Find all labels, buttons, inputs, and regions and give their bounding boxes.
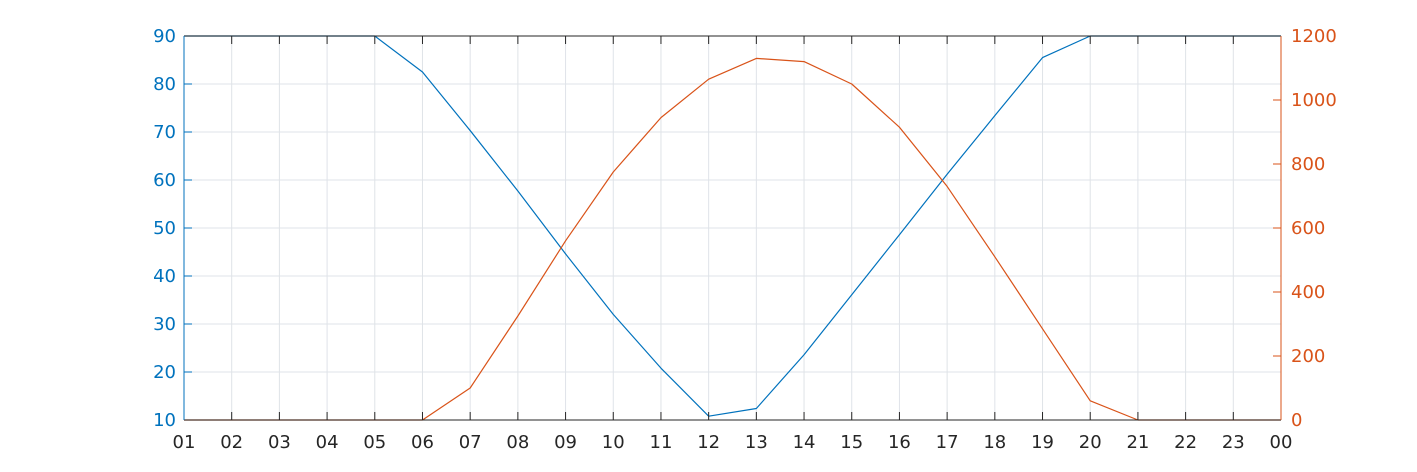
right-y-tick-label: 600: [1291, 218, 1325, 239]
right-y-tick-label: 1200: [1291, 26, 1337, 47]
left-y-tick-label: 60: [153, 170, 176, 191]
left-y-tick-label: 50: [153, 218, 176, 239]
x-tick-label: 14: [793, 432, 816, 453]
right-y-tick-label: 200: [1291, 346, 1325, 367]
x-tick-label: 02: [220, 432, 243, 453]
x-tick-label: 12: [697, 432, 720, 453]
x-tick-label: 15: [840, 432, 863, 453]
grid: [184, 36, 1281, 420]
left-y-tick-label: 80: [153, 74, 176, 95]
x-tick-label: 04: [316, 432, 339, 453]
x-tick-label: 05: [363, 432, 386, 453]
left-y-tick-label: 70: [153, 122, 176, 143]
x-tick-label: 23: [1222, 432, 1245, 453]
axes: [183, 35, 1282, 421]
left-y-tick-label: 40: [153, 266, 176, 287]
x-tick-label: 16: [888, 432, 911, 453]
left-y-tick-label: 90: [153, 26, 176, 47]
x-tick-label: 06: [411, 432, 434, 453]
right-y-tick-label: 0: [1291, 410, 1302, 431]
right-axis-series-line: [184, 57, 1281, 421]
x-tick-label: 17: [936, 432, 959, 453]
right-y-tick-label: 1000: [1291, 90, 1337, 111]
x-tick-label: 08: [506, 432, 529, 453]
x-tick-label: 09: [554, 432, 577, 453]
x-tick-label: 18: [983, 432, 1006, 453]
x-tick-label: 00: [1270, 432, 1293, 453]
x-tick-label: 10: [602, 432, 625, 453]
tick-labels: 01 02 03 04 05 06 07 08 09 10 11 12 13 14 15 16 17 18 19 20…: [153, 26, 1337, 453]
x-tick-label: 22: [1174, 432, 1197, 453]
left-y-tick-label: 30: [153, 314, 176, 335]
x-tick-label: 03: [268, 432, 291, 453]
x-tick-label: 01: [173, 432, 196, 453]
right-y-tick-label: 800: [1291, 154, 1325, 175]
x-tick-label: 19: [1031, 432, 1054, 453]
x-tick-label: 11: [650, 432, 673, 453]
x-tick-label: 21: [1126, 432, 1149, 453]
x-tick-label: 13: [745, 432, 768, 453]
left-y-tick-label: 20: [153, 362, 176, 383]
right-y-tick-label: 400: [1291, 282, 1325, 303]
left-y-tick-label: 10: [153, 410, 176, 431]
x-tick-label: 07: [459, 432, 482, 453]
left-axis-series-line: [184, 35, 1281, 417]
x-tick-label: 20: [1079, 432, 1102, 453]
